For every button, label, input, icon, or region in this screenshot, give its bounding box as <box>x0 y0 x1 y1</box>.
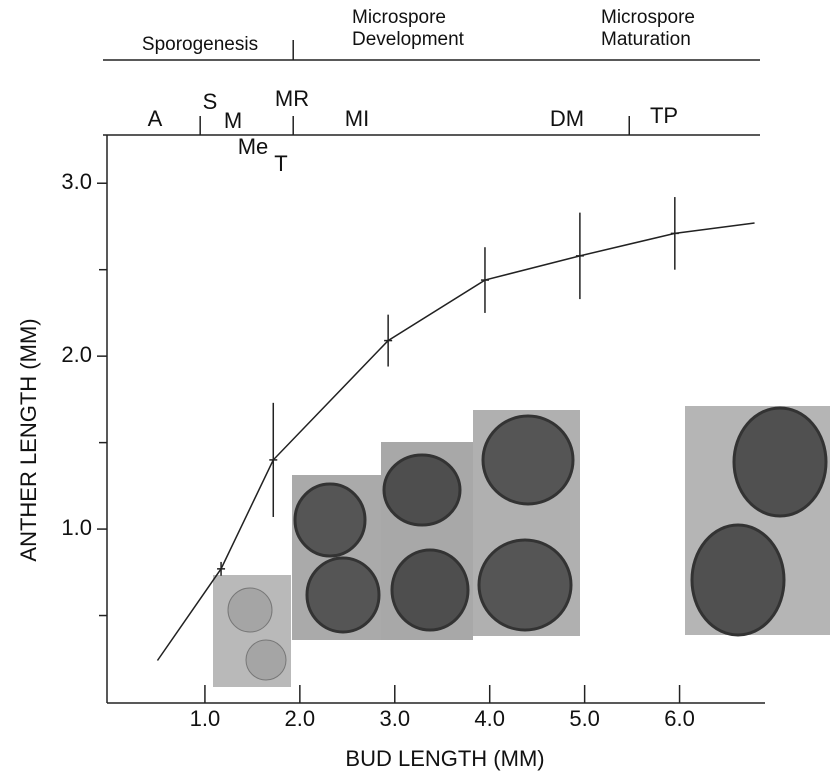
stage-label: A <box>148 106 163 131</box>
y-tick-label: 1.0 <box>61 515 92 540</box>
cell <box>690 523 786 637</box>
phase-label: Sporogenesis <box>142 34 258 55</box>
x-tick-label: 5.0 <box>569 706 600 731</box>
cell <box>481 414 575 506</box>
cell <box>390 548 470 632</box>
stage-label: Me <box>238 134 269 159</box>
cell <box>477 538 573 632</box>
data-line <box>156 222 755 661</box>
phase-label: Microspore Maturation <box>601 7 695 50</box>
cell <box>732 406 828 518</box>
cell <box>293 482 367 558</box>
x-tick-label: 4.0 <box>474 706 505 731</box>
stage-label: M <box>224 108 242 133</box>
cell <box>305 556 381 634</box>
y-tick-label: 3.0 <box>61 169 92 194</box>
cell <box>227 587 273 633</box>
x-tick-label: 1.0 <box>190 706 221 731</box>
y-tick-label: 2.0 <box>61 342 92 367</box>
x-tick-label: 6.0 <box>664 706 695 731</box>
x-tick-label: 2.0 <box>285 706 316 731</box>
y-axis-label: ANTHER LENGTH (MM) <box>16 318 41 561</box>
stage-label: MI <box>345 106 369 131</box>
stage-label: DM <box>550 106 584 131</box>
stage-label: TP <box>650 103 678 128</box>
cell <box>245 639 287 681</box>
phase-label: Microspore Development <box>352 7 465 50</box>
cell <box>382 453 462 527</box>
x-tick-label: 3.0 <box>379 706 410 731</box>
stage-label: S <box>203 89 218 114</box>
stage-label: MR <box>275 86 309 111</box>
stage-label: T <box>274 151 287 176</box>
x-axis-label: BUD LENGTH (MM) <box>345 746 544 771</box>
micrographs <box>213 406 830 687</box>
